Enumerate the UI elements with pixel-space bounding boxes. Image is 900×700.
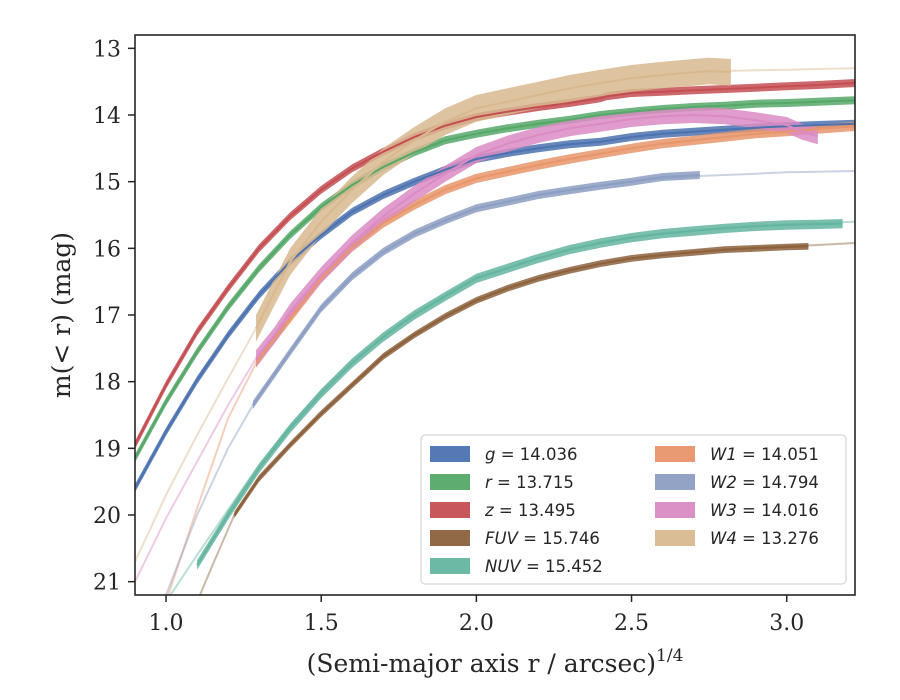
legend: g = 14.036 r = 13.715 z = 13.495 FUV = 15.7… xyxy=(420,434,847,585)
series-w2-band xyxy=(252,171,700,409)
legend-label-fuv: FUV = 15.746 xyxy=(485,529,600,548)
y-tick-label: 20 xyxy=(93,504,121,529)
legend-swatch-w3 xyxy=(655,502,695,518)
legend-label-w3: W3 = 14.016 xyxy=(710,501,819,520)
series-w2-line xyxy=(252,174,700,406)
y-axis-label-group: m(< r) (mag) xyxy=(47,232,76,398)
series-nuv-line xyxy=(196,222,843,566)
series-g-line xyxy=(135,122,855,489)
series-fuv-line xyxy=(233,245,809,516)
series-lines xyxy=(135,70,855,566)
legend-label-r: r = 13.715 xyxy=(485,473,574,492)
legend-swatch-nuv xyxy=(430,558,470,574)
legend-swatch-g xyxy=(430,446,470,462)
legend-swatch-z xyxy=(430,502,470,518)
series-z-line xyxy=(135,82,855,446)
legend-swatch-w4 xyxy=(655,530,695,546)
y-tick-label: 17 xyxy=(93,304,121,329)
series-w4-line xyxy=(255,70,731,329)
legend-label-w2: W2 = 14.794 xyxy=(710,473,819,492)
legend-swatch-r xyxy=(430,474,470,490)
legend-label-nuv: NUV = 15.452 xyxy=(485,557,603,576)
legend-label-g: g = 14.036 xyxy=(485,445,578,464)
series-w3-extension xyxy=(135,357,257,583)
y-tick-label: 19 xyxy=(93,437,121,462)
x-tick-label: 3.0 xyxy=(769,611,804,636)
x-tick-label: 2.5 xyxy=(614,611,649,636)
series-w1-line xyxy=(255,125,855,364)
x-tick-label: 1.5 xyxy=(304,611,339,636)
y-axis-label: m(< r) (mag) xyxy=(47,232,76,398)
y-tick-label: 15 xyxy=(93,171,121,196)
series-r-line xyxy=(135,99,855,459)
x-axis-ticks: 1.0 1.5 2.0 2.5 3.0 xyxy=(149,595,804,636)
y-tick-label: 16 xyxy=(93,237,121,262)
legend-label-w1: W1 = 14.051 xyxy=(710,445,819,464)
legend-swatch-w2 xyxy=(655,474,695,490)
y-tick-label: 21 xyxy=(93,571,121,596)
series-w3-band xyxy=(256,107,818,367)
y-tick-label: 18 xyxy=(93,371,121,396)
series-w3-line xyxy=(255,114,819,359)
legend-swatch-w1 xyxy=(655,446,695,462)
legend-swatch-fuv xyxy=(430,530,470,546)
series-w1-extension xyxy=(167,362,257,595)
x-axis-label: (Semi-major axis r / arcsec)1/4 xyxy=(307,646,684,678)
x-tick-label: 1.0 xyxy=(149,611,184,636)
legend-box xyxy=(420,434,847,585)
legend-label-w4: W4 = 13.276 xyxy=(710,529,819,548)
y-tick-label: 13 xyxy=(93,37,121,62)
x-tick-label: 2.0 xyxy=(459,611,494,636)
legend-label-z: z = 13.495 xyxy=(484,501,576,520)
y-axis-ticks: 13 14 15 16 17 18 19 20 21 xyxy=(93,37,135,596)
y-tick-label: 14 xyxy=(93,104,121,129)
